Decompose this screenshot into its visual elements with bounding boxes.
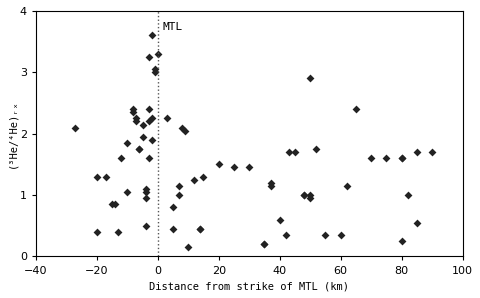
Point (148, 116, 156, 121)
Point (145, 156, 153, 161)
Point (118, 156, 125, 161)
Point (136, 147, 144, 151)
Point (111, 202, 119, 207)
Point (291, 150, 299, 154)
Point (184, 245, 192, 250)
Point (145, 119, 153, 124)
Point (142, 224, 149, 228)
Point (413, 150, 420, 154)
Point (300, 193, 308, 198)
Point (148, 137, 156, 142)
Point (398, 156, 406, 161)
Point (276, 217, 284, 222)
Point (154, 52, 162, 56)
Point (267, 180, 275, 185)
Point (383, 156, 390, 161)
Point (306, 193, 314, 198)
Point (285, 150, 293, 154)
Point (175, 184, 183, 188)
Point (132, 116, 140, 121)
Point (428, 150, 436, 154)
Point (175, 193, 183, 198)
Point (72, 125, 79, 130)
Point (169, 226, 177, 231)
Point (322, 233, 329, 238)
Point (93, 229, 101, 234)
Point (267, 184, 275, 188)
Point (261, 242, 268, 246)
Point (337, 233, 345, 238)
Point (306, 196, 314, 201)
Point (114, 229, 122, 234)
Point (312, 147, 320, 151)
Point (197, 226, 204, 231)
Point (300, 193, 308, 198)
Point (398, 156, 406, 161)
Point (108, 202, 116, 207)
Point (197, 226, 204, 231)
Text: MTL: MTL (162, 22, 182, 32)
Point (398, 239, 406, 243)
Point (181, 128, 189, 133)
Point (148, 33, 156, 38)
Point (136, 147, 144, 151)
Point (282, 233, 289, 238)
Point (132, 119, 140, 124)
Point (215, 162, 223, 167)
Point (93, 174, 101, 179)
Point (123, 190, 131, 194)
Point (413, 220, 420, 225)
Point (139, 134, 146, 139)
Point (145, 107, 153, 111)
Point (139, 122, 146, 127)
Point (306, 76, 314, 81)
Point (102, 174, 110, 179)
Point (352, 107, 360, 111)
Point (343, 184, 350, 188)
Point (130, 107, 137, 111)
Y-axis label: (³He/⁴He)ᵣₓ: (³He/⁴He)ᵣₓ (7, 99, 17, 168)
Point (230, 165, 238, 170)
Point (151, 67, 158, 72)
Point (169, 205, 177, 210)
Point (404, 193, 411, 198)
Point (130, 110, 137, 115)
Point (163, 116, 171, 121)
Point (245, 165, 253, 170)
Point (142, 196, 149, 201)
Point (261, 242, 268, 246)
Point (151, 70, 158, 75)
Point (123, 141, 131, 145)
Point (142, 187, 149, 191)
Point (145, 55, 153, 59)
Point (200, 174, 207, 179)
Point (142, 190, 149, 194)
Point (367, 156, 375, 161)
Point (191, 177, 198, 182)
Point (179, 125, 186, 130)
X-axis label: Distance from strike of MTL (km): Distance from strike of MTL (km) (149, 281, 349, 291)
